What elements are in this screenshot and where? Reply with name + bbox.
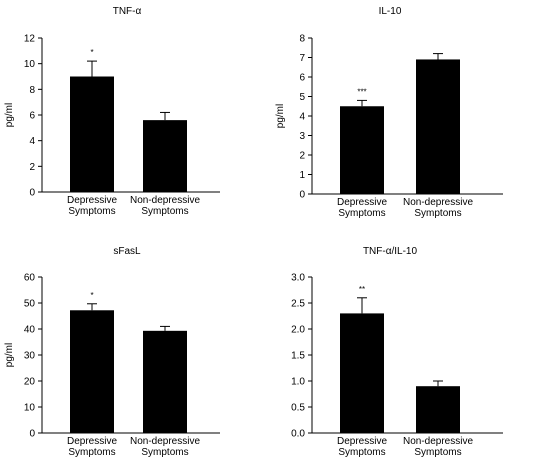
chart-title: TNF-α/IL-10: [363, 246, 418, 257]
chart-panel-2: IL-10pg/ml012345678***DepressiveSymptoms…: [275, 6, 503, 219]
x-tick-label: Symptoms: [68, 447, 115, 458]
x-tick-label: Symptoms: [338, 447, 385, 458]
y-tick-label: 0: [299, 190, 305, 201]
x-tick-label: Symptoms: [141, 206, 188, 217]
y-axis-label: pg/ml: [4, 343, 15, 367]
y-tick-label: 3: [299, 131, 305, 142]
chart-title: TNF-α: [113, 6, 142, 17]
y-tick-label: 40: [24, 325, 36, 336]
y-tick-label: 1: [299, 170, 305, 181]
x-tick-label: Symptoms: [414, 447, 461, 458]
y-tick-label: 1.5: [291, 351, 305, 362]
y-tick-label: 4: [29, 136, 35, 147]
chart-panel-4: TNF-α/IL-10 0.0 0.5 1.0 1.5 2.0 2.5 3.0 ** Depres…: [291, 246, 503, 458]
bar: [143, 120, 187, 192]
x-tick-label: Non-depressive: [130, 436, 200, 447]
bar: [416, 59, 460, 195]
y-tick-label: 10: [24, 59, 36, 70]
x-tick-label: Non-depressive: [130, 195, 200, 206]
y-tick-label: 30: [24, 351, 36, 362]
chart-title: sFasL: [113, 246, 141, 257]
y-tick-label: 20: [24, 377, 36, 388]
chart-panel-1: TNF-αpg/ml024681012*DepressiveSymptomsNo…: [4, 6, 220, 217]
significance-label: *: [90, 48, 93, 57]
bar: [416, 386, 460, 433]
x-tick-label: Depressive: [337, 197, 387, 208]
y-tick-label: 6: [299, 73, 305, 84]
y-tick-label: 2.0: [291, 325, 305, 336]
chart-title: IL-10: [379, 6, 402, 17]
y-tick-label: 12: [24, 34, 36, 45]
y-tick-label: 8: [299, 34, 305, 45]
x-tick-label: Depressive: [337, 436, 387, 447]
y-axis-label: pg/ml: [4, 103, 15, 127]
y-tick-label: 1.0: [291, 377, 305, 388]
x-tick-label: Symptoms: [414, 208, 461, 219]
bar: [70, 76, 114, 192]
x-tick-label: Non-depressive: [403, 197, 473, 208]
x-tick-label: Symptoms: [141, 447, 188, 458]
bar: [340, 313, 384, 433]
y-axis-label: pg/ml: [275, 104, 286, 128]
y-tick-label: 0: [29, 188, 35, 199]
y-tick-label: 0.0: [291, 429, 305, 440]
x-tick-label: Depressive: [67, 195, 117, 206]
y-tick-label: 0.5: [291, 403, 305, 414]
y-tick-label: 3.0: [291, 273, 305, 284]
x-tick-label: Non-depressive: [403, 436, 473, 447]
y-tick-label: 7: [299, 53, 305, 64]
y-tick-label: 50: [24, 299, 36, 310]
x-tick-label: Depressive: [67, 436, 117, 447]
y-tick-label: 0: [29, 429, 35, 440]
y-tick-label: 2: [29, 162, 35, 173]
y-tick-label: 6: [29, 111, 35, 122]
y-tick-label: 60: [24, 273, 36, 284]
x-tick-label: Symptoms: [338, 208, 385, 219]
chart-panel-3: sFasLpg/ml0102030405060*DepressiveSympto…: [4, 246, 220, 458]
y-tick-label: 2.5: [291, 299, 305, 310]
significance-label: **: [359, 285, 365, 294]
bar: [340, 106, 384, 194]
y-tick-label: 5: [299, 92, 305, 103]
y-tick-label: 10: [24, 403, 36, 414]
y-tick-label: 8: [29, 85, 35, 96]
bar: [143, 330, 187, 433]
x-tick-label: Symptoms: [68, 206, 115, 217]
significance-label: *: [90, 291, 93, 300]
bar: [70, 310, 114, 433]
significance-label: ***: [357, 87, 366, 96]
y-tick-label: 4: [299, 112, 305, 123]
y-tick-label: 2: [299, 151, 305, 162]
